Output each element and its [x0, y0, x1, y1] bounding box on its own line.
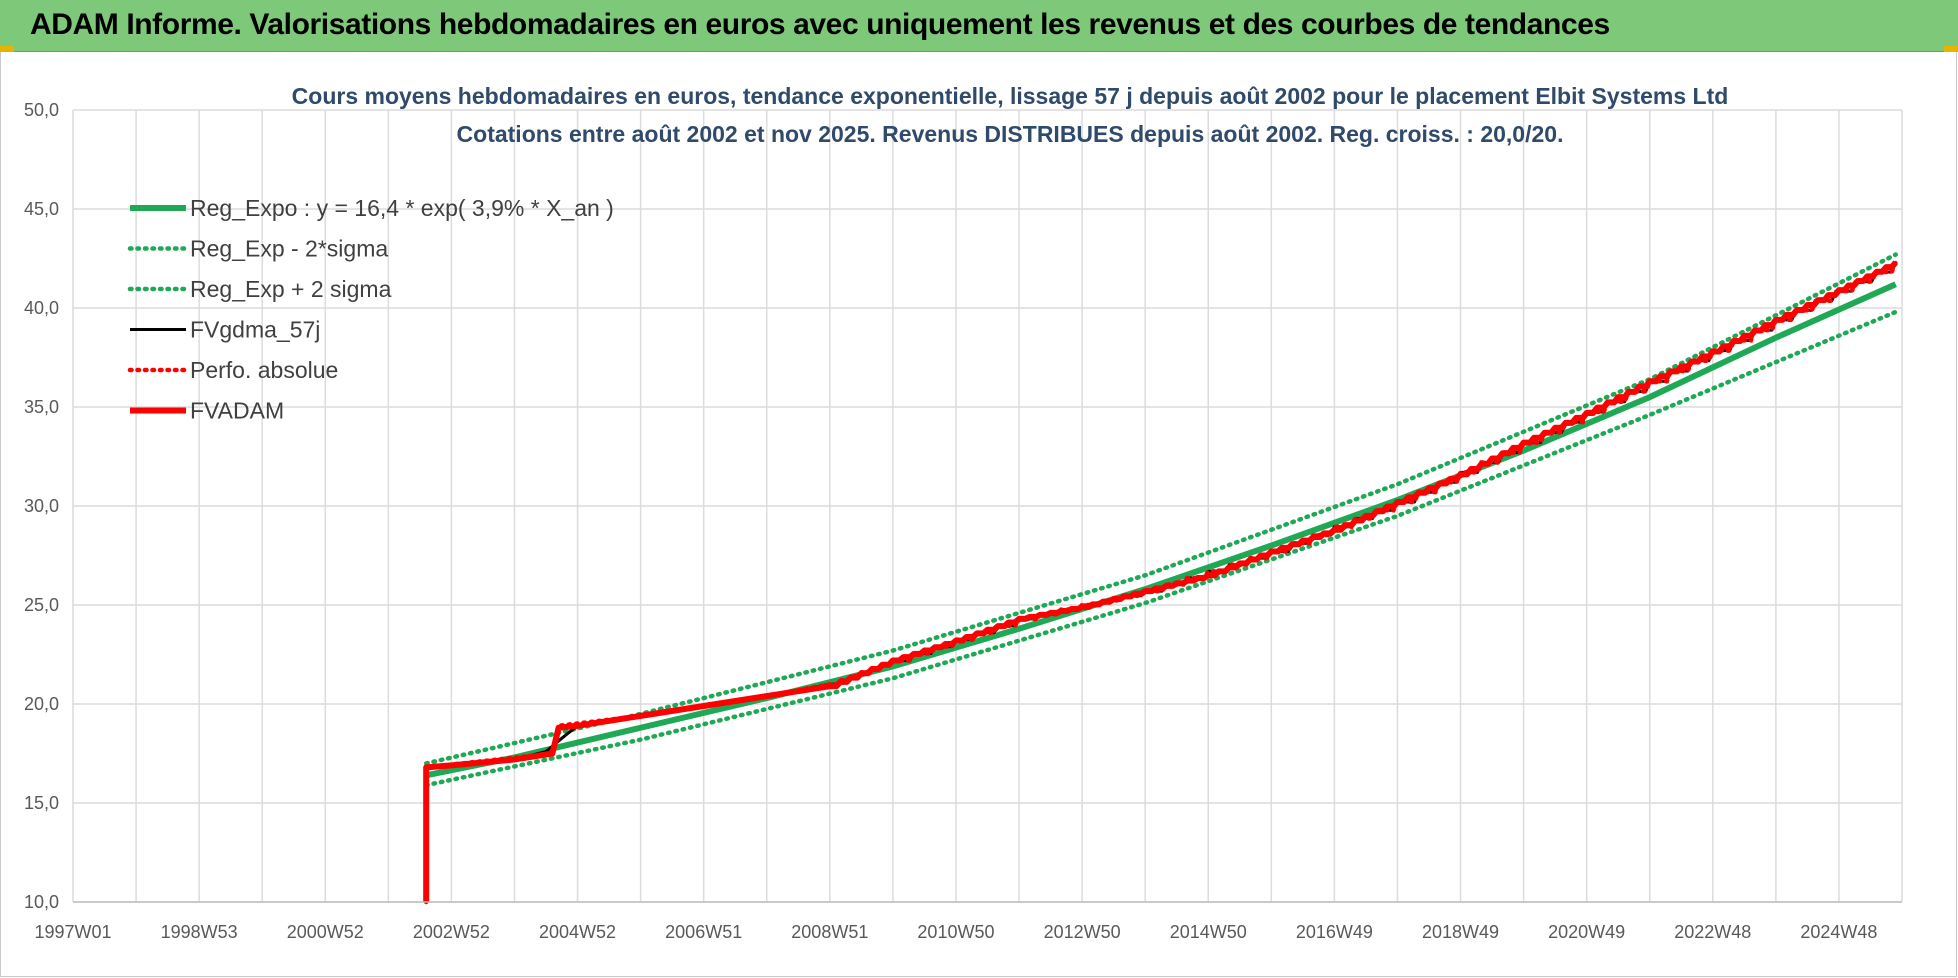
series-line-0: [425, 281, 1897, 779]
y-tick-label: 40,0: [24, 298, 59, 318]
x-tick-label: 1997W01: [34, 922, 111, 942]
series-layer: [423, 252, 1898, 905]
legend-label: Reg_Exp + 2 sigma: [190, 276, 392, 302]
report-title: ADAM Informe. Valorisations hebdomadaire…: [30, 8, 1610, 41]
axis-layer: 10,0 15,0 20,0 25,0 30,0 35,0 40,0 45,0 50,0 1997…: [24, 100, 1902, 942]
legend-label: Perfo. absolue: [190, 357, 338, 383]
x-tick-label: 2020W49: [1548, 922, 1625, 942]
y-tick-label: 25,0: [24, 595, 59, 615]
corner-marker-left: [0, 46, 14, 52]
y-tick-label: 45,0: [24, 199, 59, 219]
x-tick-label: 1998W53: [161, 922, 238, 942]
x-tick-label: 2008W51: [791, 922, 868, 942]
chart-title-line-1: Cours moyens hebdomadaires en euros, ten…: [292, 83, 1729, 109]
y-tick-label: 15,0: [24, 793, 59, 813]
chart-title: Cours moyens hebdomadaires en euros, ten…: [292, 83, 1729, 147]
series-line-1: [423, 309, 1898, 788]
grid-layer: [72, 109, 1903, 903]
x-tick-label: 2012W50: [1044, 922, 1121, 942]
corner-marker-right: [1944, 46, 1958, 52]
x-tick-label: 2022W48: [1674, 922, 1751, 942]
chart-frame: [0, 52, 1957, 977]
legend-label: Reg_Expo : y = 16,4 * exp( 3,9% * X_an ): [190, 195, 614, 221]
x-tick-label: 2002W52: [413, 922, 490, 942]
y-tick-label: 10,0: [24, 892, 59, 912]
series-line-2: [423, 252, 1898, 766]
series-line-5: [423, 260, 1898, 902]
y-tick-label: 35,0: [24, 397, 59, 417]
y-tick-label: 30,0: [24, 496, 59, 516]
x-tick-label: 2016W49: [1296, 922, 1373, 942]
legend-label: Reg_Exp - 2*sigma: [190, 236, 388, 262]
y-tick-label: 20,0: [24, 694, 59, 714]
x-tick-label: 2006W51: [665, 922, 742, 942]
chart-title-line-2: Cotations entre août 2002 et nov 2025. R…: [457, 121, 1564, 147]
x-tick-label: 2004W52: [539, 922, 616, 942]
legend: Reg_Expo : y = 16,4 * exp( 3,9% * X_an )…: [127, 195, 614, 424]
x-tick-label: 2000W52: [287, 922, 364, 942]
x-tick-label: 2024W48: [1800, 922, 1877, 942]
y-tick-label: 50,0: [24, 100, 59, 120]
x-tick-label: 2010W50: [917, 922, 994, 942]
legend-label: FVADAM: [190, 398, 284, 424]
x-tick-label: 2018W49: [1422, 922, 1499, 942]
x-tick-label: 2014W50: [1170, 922, 1247, 942]
legend-label: FVgdma_57j: [190, 317, 320, 343]
report-banner: ADAM Informe. Valorisations hebdomadaire…: [0, 0, 1958, 52]
